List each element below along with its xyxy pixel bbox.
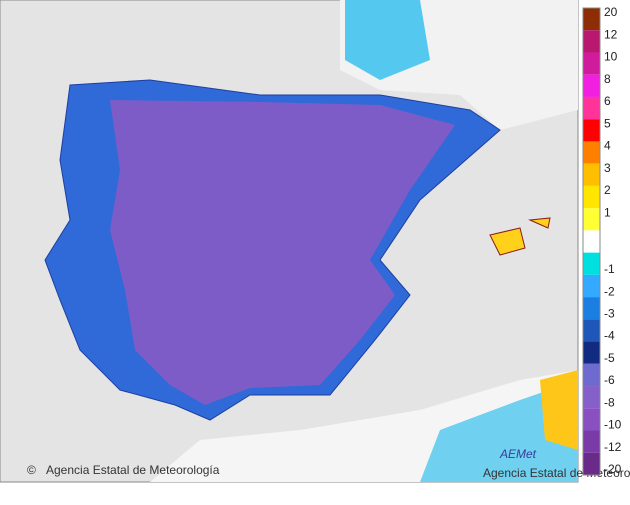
legend-label: -3 xyxy=(604,307,615,321)
balearic-islands xyxy=(489,217,551,256)
legend-label: 3 xyxy=(604,161,611,175)
legend-swatch xyxy=(583,141,600,164)
legend-swatch xyxy=(583,163,600,186)
legend-label: 10 xyxy=(604,50,618,64)
legend-label: -6 xyxy=(604,373,615,387)
legend-frame xyxy=(582,7,601,476)
legend-label: 5 xyxy=(604,116,611,130)
legend-label: -4 xyxy=(604,329,615,343)
legend-label: -12 xyxy=(604,440,622,454)
legend-swatch xyxy=(583,8,600,31)
legend-label: 12 xyxy=(604,27,618,41)
legend-label: -8 xyxy=(604,395,615,409)
logo: AEMet xyxy=(499,447,537,461)
africa-warm xyxy=(540,370,578,450)
legend-swatch xyxy=(583,430,600,453)
africa-cold xyxy=(420,380,578,482)
legend-label: -5 xyxy=(604,351,615,365)
cold-area xyxy=(345,0,430,80)
legend-label: -1 xyxy=(604,262,615,276)
legend-label: 20 xyxy=(604,5,618,19)
legend-swatch xyxy=(583,119,600,142)
legend-swatch xyxy=(583,96,600,120)
legend-swatch xyxy=(583,30,600,53)
legend-swatch xyxy=(583,341,600,364)
legend-swatch xyxy=(583,319,600,342)
legend-label: 2 xyxy=(604,183,611,197)
legend-swatch xyxy=(583,408,600,431)
legend-label: 1 xyxy=(604,205,611,219)
legend-swatch xyxy=(583,386,600,409)
legend-swatch xyxy=(583,74,600,97)
legend-label: -20 xyxy=(604,462,622,476)
legend-swatch xyxy=(583,274,600,298)
legend-label: 8 xyxy=(604,72,611,86)
copyright: © xyxy=(27,463,36,477)
legend-gap xyxy=(583,230,600,253)
legend-label: -2 xyxy=(604,284,615,298)
legend-swatch xyxy=(583,452,600,475)
legend-label: -10 xyxy=(604,418,622,432)
legend-swatch xyxy=(583,208,600,231)
legend-swatch xyxy=(583,52,600,75)
legend-swatch xyxy=(583,185,600,209)
iberia-interior xyxy=(110,100,455,405)
legend-label: 6 xyxy=(604,94,611,108)
legend-swatch xyxy=(583,252,600,275)
legend-label: 4 xyxy=(604,139,611,153)
legend-swatch xyxy=(583,297,600,320)
credit: Agencia Estatal de Meteorología xyxy=(46,463,220,477)
legend-swatch xyxy=(583,363,600,387)
